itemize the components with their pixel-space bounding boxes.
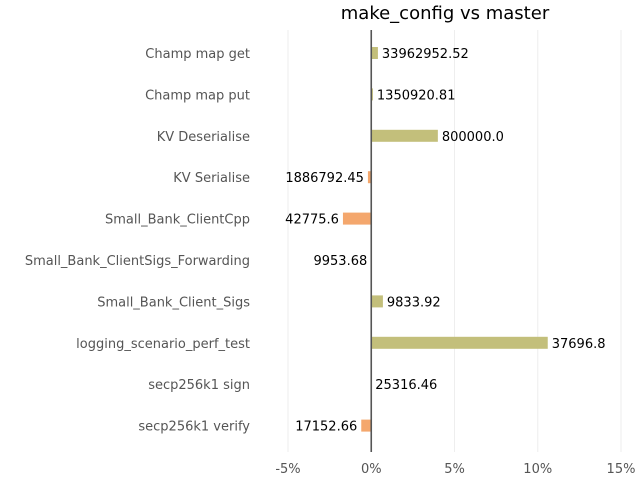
category-label: Small_Bank_ClientSigs_Forwarding (25, 254, 250, 269)
data-label: 33962952.52 (382, 47, 469, 62)
data-label: 42775.6 (285, 213, 339, 228)
x-tick-label: 15% (607, 462, 636, 477)
data-label: 9953.68 (313, 254, 367, 269)
category-label: secp256k1 verify (138, 420, 250, 435)
data-label: 37696.8 (552, 337, 606, 352)
chart-title: make_config vs master (341, 3, 550, 24)
data-label: 25316.46 (375, 378, 437, 393)
data-label: 800000.0 (442, 130, 504, 145)
x-tick-label: 5% (444, 462, 465, 477)
data-label: 17152.66 (295, 420, 357, 435)
bar (371, 129, 438, 142)
category-label: KV Deserialise (157, 130, 250, 145)
bar (371, 88, 373, 101)
bars (342, 47, 548, 432)
bar (371, 47, 378, 59)
category-labels: Champ map get Champ map put KV Deserialise… (25, 47, 250, 435)
category-label: Small_Bank_Client_Sigs (97, 295, 250, 310)
bar (361, 419, 372, 432)
grid-lines (287, 30, 622, 452)
bar (371, 295, 383, 308)
bar (371, 336, 548, 349)
x-axis-ticks: -5% 0% 5% 10% 15% (275, 462, 635, 477)
category-label: Champ map get (145, 47, 250, 62)
bar (342, 212, 372, 225)
category-label: secp256k1 sign (148, 378, 250, 393)
category-label: logging_scenario_perf_test (76, 337, 250, 352)
category-label: KV Serialise (173, 171, 250, 186)
data-label: 1886792.45 (285, 171, 364, 186)
category-label: Small_Bank_ClientCpp (105, 213, 250, 228)
category-label: Champ map put (145, 88, 250, 103)
x-tick-label: 0% (361, 462, 382, 477)
x-tick-label: -5% (275, 462, 300, 477)
value-labels: 33962952.52 1350920.81 800000.0 1886792.45 4… (285, 47, 605, 435)
data-label: 1350920.81 (377, 88, 456, 103)
x-tick-label: 10% (523, 462, 552, 477)
data-label: 9833.92 (387, 295, 441, 310)
bar (367, 171, 372, 184)
